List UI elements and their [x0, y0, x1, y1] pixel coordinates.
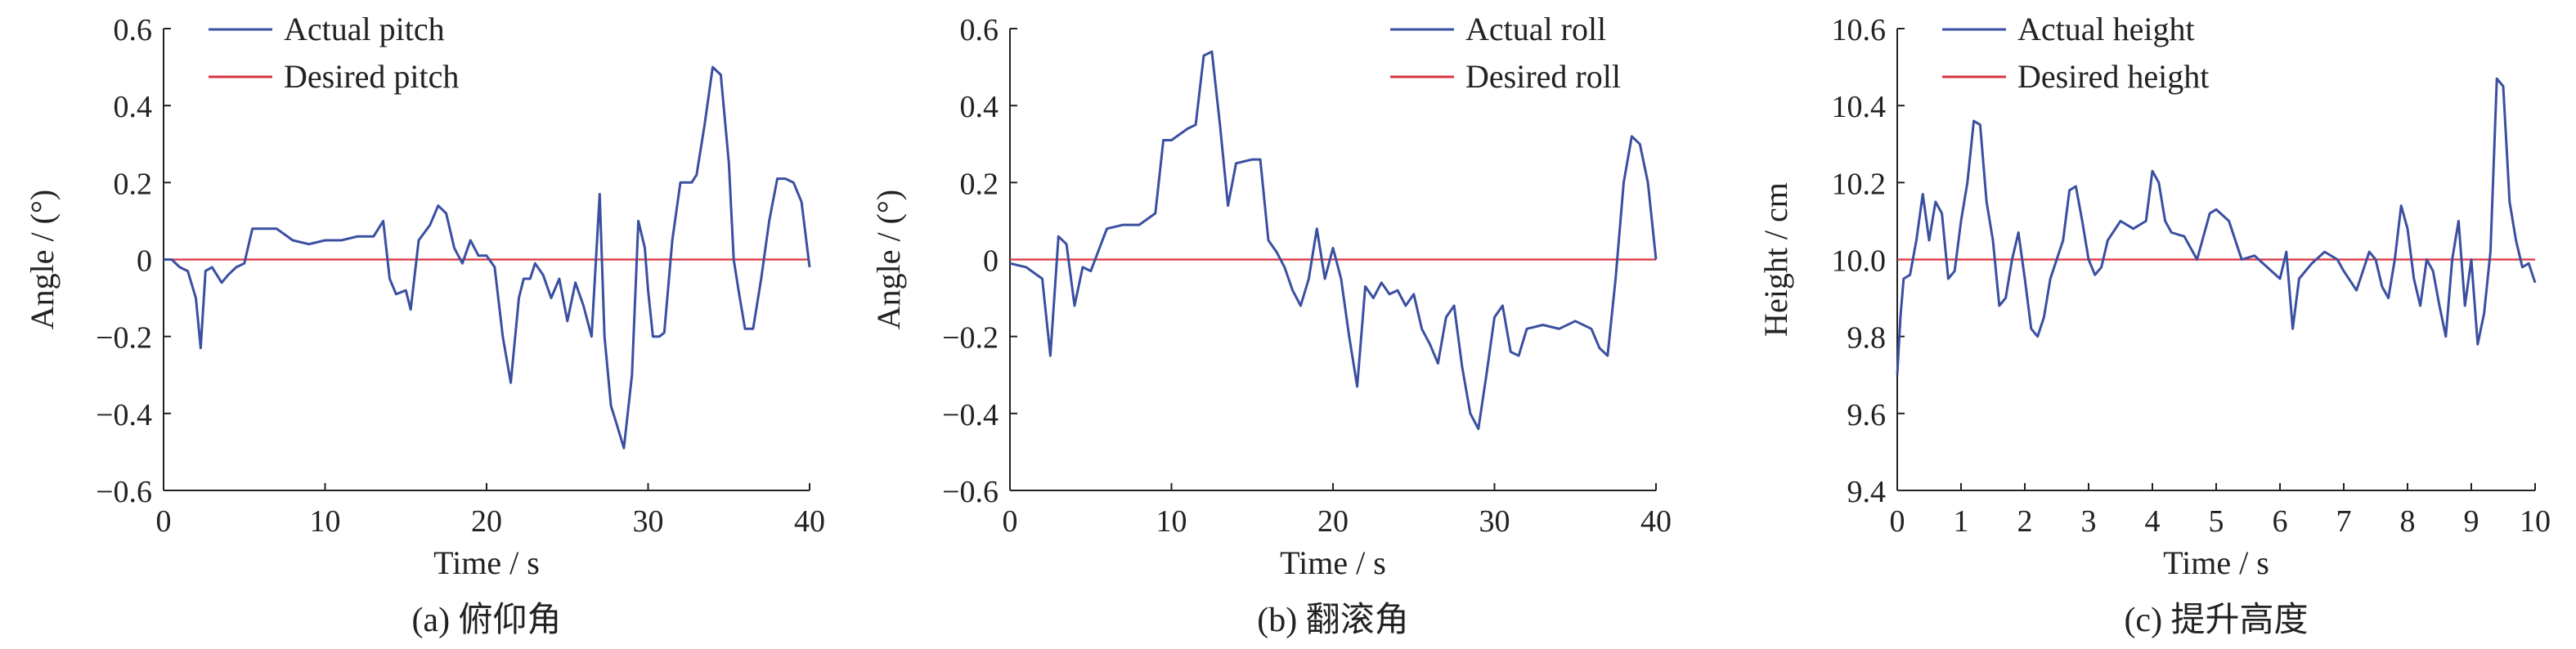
y-tick-label: 10.2 [1832, 167, 1887, 201]
series-line-actual [1009, 50, 1658, 431]
x-axis-label: Time / s [2163, 544, 2269, 581]
x-tick-label: 2 [2017, 504, 2033, 539]
y-tick-label: 9.4 [1847, 475, 1887, 509]
y-tick-label: −0.6 [942, 475, 999, 509]
legend-entry: Actual pitch [284, 11, 445, 47]
chart-caption: (a) 俯仰角 [411, 601, 561, 639]
chart-3: 9.4 9.6 9.8 10.0 10.2 10.4 10.6 0 1 2 3 4 5 6 7 8 9 10 Tim… [1757, 11, 2551, 639]
chart-1: −0.6 −0.4 −0.2 0 0.2 0.4 0.6 0 10 20 30 40 Time / s A… [24, 11, 825, 639]
y-tick-label: 0 [983, 244, 999, 279]
y-tick-label: 0.6 [114, 13, 153, 47]
x-tick-label: 0 [1890, 504, 1905, 539]
x-tick-label: 3 [2081, 504, 2097, 539]
x-tick-label: 4 [2145, 504, 2161, 539]
y-axis-label: Angle / (°) [870, 190, 907, 330]
x-tick-label: 40 [1640, 504, 1672, 539]
y-tick-label: 0.4 [114, 90, 153, 124]
x-tick-label: 20 [1317, 504, 1349, 539]
x-tick-label: 30 [1479, 504, 1510, 539]
legend-entry: Desired height [2017, 58, 2209, 95]
y-axis-label: Angle / (°) [24, 190, 61, 330]
x-tick-label: 5 [2209, 504, 2224, 539]
x-tick-label: 20 [471, 504, 502, 539]
chart-2: −0.6 −0.4 −0.2 0 0.2 0.4 0.6 0 10 20 30 40 Time / s A… [870, 11, 1672, 639]
x-tick-label: 8 [2400, 504, 2416, 539]
y-tick-label: −0.4 [96, 398, 152, 432]
y-tick-label: 0.4 [960, 90, 999, 124]
y-tick-label: 0.2 [960, 167, 999, 201]
y-tick-label: 9.8 [1847, 321, 1887, 356]
x-tick-label: 6 [2273, 504, 2288, 539]
legend-entry: Desired pitch [284, 58, 459, 95]
legend-entry: Desired roll [1465, 58, 1621, 95]
y-tick-label: 10.4 [1832, 90, 1887, 124]
y-tick-label: −0.2 [96, 321, 152, 356]
legend-entry: Actual height [2017, 11, 2195, 47]
x-tick-label: 10 [1156, 504, 1187, 539]
series-line-actual [164, 65, 811, 450]
y-tick-label: 10.0 [1832, 244, 1887, 279]
y-axis-label: Height / cm [1757, 182, 1794, 337]
x-axis-label: Time / s [1280, 544, 1386, 581]
chart-caption: (c) 提升高度 [2124, 602, 2308, 639]
y-tick-label: −0.4 [942, 398, 999, 432]
y-tick-label: 0.6 [960, 13, 999, 47]
x-tick-label: 40 [794, 504, 825, 539]
x-tick-label: 10 [310, 504, 341, 539]
y-tick-label: −0.6 [96, 475, 152, 509]
y-tick-label: 10.6 [1832, 13, 1887, 47]
y-tick-label: 0 [137, 244, 152, 279]
x-tick-label: 30 [633, 504, 664, 539]
x-tick-label: 1 [1954, 504, 1969, 539]
legend-entry: Actual roll [1465, 11, 1606, 47]
y-tick-label: 9.6 [1847, 398, 1887, 432]
x-tick-label: 0 [1003, 504, 1018, 539]
x-tick-label: 0 [156, 504, 172, 539]
y-tick-label: −0.2 [942, 321, 999, 356]
x-tick-label: 7 [2336, 504, 2352, 539]
x-tick-label: 9 [2464, 504, 2480, 539]
x-axis-label: Time / s [433, 544, 540, 581]
series-line-actual [1896, 77, 2537, 375]
x-tick-label: 10 [2520, 504, 2551, 539]
y-tick-label: 0.2 [114, 167, 153, 201]
chart-caption: (b) 翻滚角 [1257, 602, 1408, 639]
